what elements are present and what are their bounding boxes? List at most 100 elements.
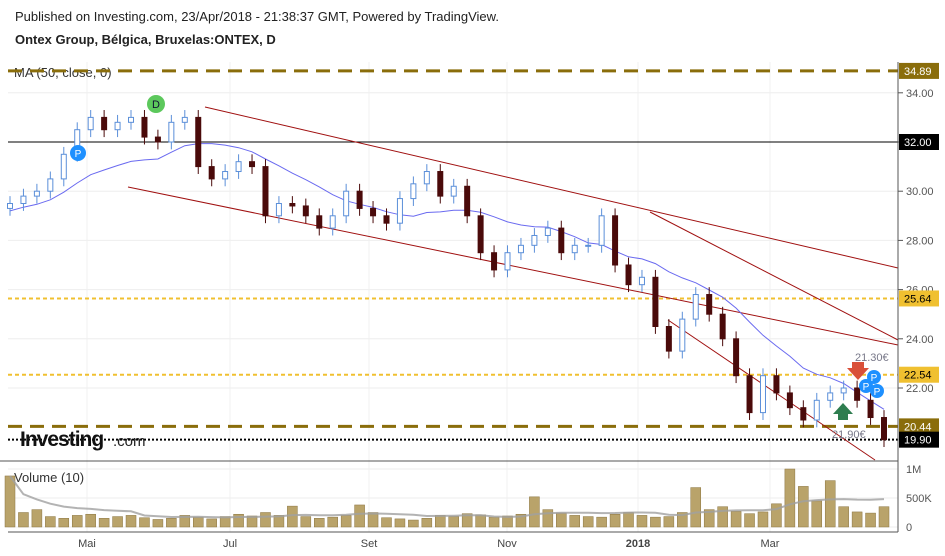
candle	[141, 116, 148, 138]
price-level-badge	[899, 366, 939, 383]
candle	[464, 185, 471, 217]
symbol-title: Ontex Group, Bélgica, Bruxelas:ONTEX, D	[15, 32, 276, 47]
volume-bar	[596, 516, 607, 528]
volume-bar	[677, 512, 688, 528]
time-tick-label: Mai	[78, 538, 96, 550]
volume-bar	[771, 503, 782, 528]
candle	[773, 375, 780, 394]
volume-bar	[435, 515, 446, 528]
price-level-label: 25.64	[904, 293, 932, 305]
price-level-label: 34.89	[904, 66, 932, 78]
candle	[652, 276, 659, 327]
price-level-label: 19.90	[904, 435, 932, 447]
candle	[262, 166, 269, 217]
candle	[719, 313, 726, 340]
price-level-badge	[899, 418, 939, 435]
candle	[813, 399, 820, 421]
volume-bar	[408, 519, 419, 528]
svg-text:P: P	[871, 373, 878, 384]
candle	[302, 205, 309, 217]
candle	[706, 294, 713, 315]
buy-arrow-icon[interactable]	[833, 403, 853, 420]
candle	[195, 116, 202, 168]
volume-bar	[98, 518, 110, 528]
volume-bar	[152, 519, 164, 528]
volume-bar	[488, 516, 500, 528]
candle	[423, 171, 430, 185]
volume-bar	[112, 516, 123, 528]
candle	[585, 244, 592, 247]
volume-bar	[784, 468, 796, 528]
channel2-lower-line[interactable]	[667, 319, 876, 461]
volume-bar	[650, 516, 661, 528]
volume-bar	[125, 515, 137, 528]
volume-bar	[744, 513, 755, 528]
marker-p[interactable]: P	[870, 384, 884, 398]
candle	[612, 215, 619, 266]
volume-bar	[394, 518, 406, 528]
channel-upper-line[interactable]	[204, 106, 899, 269]
volume-bar	[340, 515, 352, 528]
candle	[759, 375, 766, 414]
volume-bar	[475, 514, 486, 528]
candle	[47, 178, 54, 192]
candle	[154, 136, 161, 143]
volume-bar	[703, 509, 715, 528]
volume-tick-label: 1M	[906, 464, 921, 476]
marker-p[interactable]: P	[859, 379, 873, 393]
volume-bar	[85, 513, 96, 528]
volume-bar	[690, 487, 702, 528]
candle	[168, 121, 175, 143]
annotation-label: 21.90€	[832, 429, 866, 441]
candle	[222, 171, 229, 180]
candle	[625, 264, 632, 286]
volume-bar	[798, 486, 809, 528]
time-tick-label: 2018	[626, 538, 650, 550]
candle	[275, 203, 282, 217]
time-tick-label: Mar	[761, 538, 780, 550]
volume-bar	[206, 518, 217, 528]
volume-bar	[192, 516, 204, 528]
candle	[881, 417, 887, 441]
candle	[356, 190, 363, 209]
volume-bar	[45, 516, 56, 528]
channel2-upper-line[interactable]	[649, 211, 899, 341]
volume-avg-line	[9, 475, 885, 519]
candle	[383, 215, 390, 224]
candle	[827, 392, 834, 401]
candle	[343, 190, 350, 217]
candle	[396, 198, 403, 224]
volume-bar	[421, 518, 433, 528]
candle	[370, 207, 377, 217]
volume-bar	[58, 518, 70, 528]
candle	[87, 116, 94, 131]
volume-bar	[838, 506, 849, 528]
candle	[598, 215, 605, 246]
candle	[746, 375, 753, 414]
volume-bar	[663, 516, 675, 528]
candle	[531, 234, 538, 246]
sell-arrow-icon[interactable]	[847, 362, 869, 380]
price-level-badge	[899, 134, 939, 150]
channel-lower-line[interactable]	[127, 186, 899, 346]
candle	[504, 252, 511, 271]
marker-d[interactable]: D	[147, 95, 165, 113]
price-tick-label: 30.00	[906, 186, 934, 198]
price-level-badge	[899, 62, 939, 79]
volume-bar	[381, 517, 392, 528]
volume-bar	[757, 511, 769, 528]
time-tick-label: Set	[361, 538, 378, 550]
trend-channels[interactable]	[127, 106, 899, 461]
candle	[477, 215, 484, 254]
volume-bar	[824, 480, 836, 528]
marker-p[interactable]: P	[867, 370, 881, 384]
volume-bar	[233, 513, 244, 528]
candle	[249, 161, 256, 168]
svg-text:.com: .com	[113, 433, 146, 450]
candle	[208, 166, 215, 180]
volume-bar	[636, 515, 648, 528]
volume-bar	[166, 518, 177, 528]
volume-bar	[717, 506, 728, 528]
marker-p[interactable]: P	[70, 145, 86, 161]
